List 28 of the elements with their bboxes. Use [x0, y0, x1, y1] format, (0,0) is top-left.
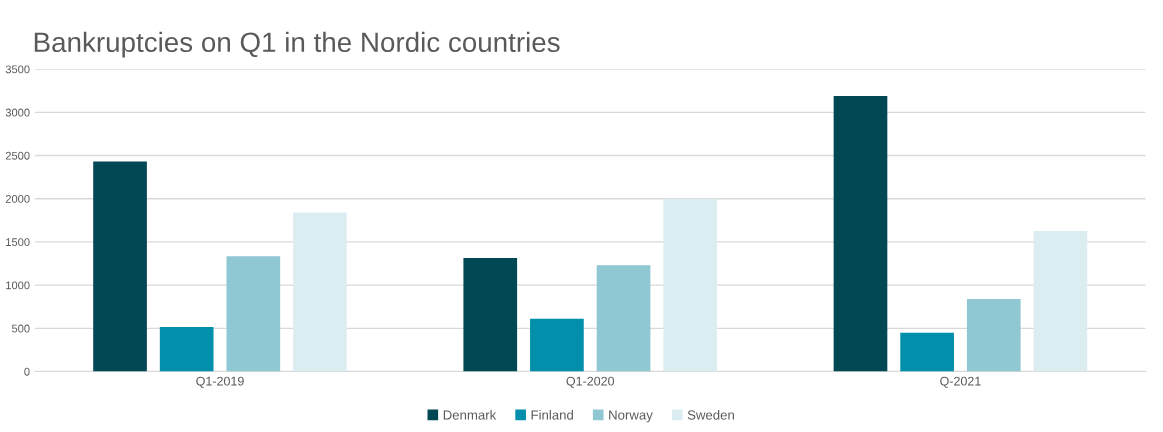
bar — [226, 256, 281, 372]
bar — [93, 161, 147, 372]
y-tick-label: 1500 — [6, 238, 30, 247]
y-tick-label: 1000 — [6, 281, 30, 290]
bar — [293, 212, 347, 372]
y-tick-label: 3500 — [5, 65, 30, 74]
legend-label: Denmark — [443, 409, 497, 420]
y-tick-label: 0 — [24, 367, 30, 376]
bar — [966, 298, 1021, 372]
bar — [1033, 231, 1088, 372]
legend-label: Norway — [609, 410, 653, 423]
y-tick-label: 500 — [11, 324, 30, 333]
bar — [596, 265, 651, 372]
legend-label: Finland — [531, 409, 573, 420]
bar — [833, 95, 888, 372]
y-tick-label: 2500 — [5, 151, 30, 160]
bar — [663, 198, 718, 372]
x-tick-label: Q-2021 — [940, 376, 981, 388]
bar — [159, 327, 214, 372]
y-tick-label: 2000 — [5, 194, 30, 203]
bar — [530, 318, 584, 372]
x-tick-label: Q1-2019 — [196, 376, 244, 388]
bar — [463, 257, 518, 372]
chart-title: Bankruptcies on Q1 in the Nordic countries — [34, 31, 560, 58]
legend-label: Sweden — [687, 409, 734, 420]
bar — [900, 332, 954, 372]
y-tick-label: 3000 — [5, 108, 30, 117]
x-tick-label: Q1-2020 — [566, 376, 615, 388]
